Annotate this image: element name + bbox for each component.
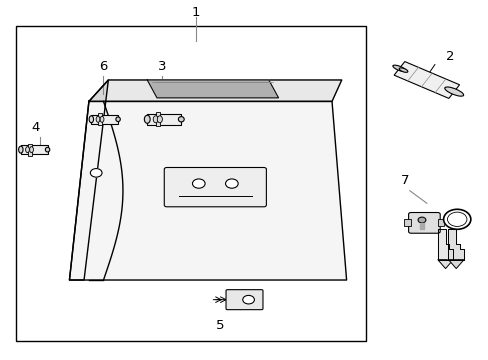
Ellipse shape	[392, 65, 405, 72]
Polygon shape	[69, 80, 108, 280]
Bar	[403, 219, 410, 226]
Bar	[437, 219, 443, 226]
Polygon shape	[89, 80, 341, 102]
Bar	[156, 112, 160, 126]
Text: 7: 7	[400, 174, 408, 187]
Bar	[16, 26, 366, 341]
Polygon shape	[437, 260, 452, 269]
Circle shape	[192, 179, 204, 188]
Ellipse shape	[30, 147, 33, 153]
Circle shape	[225, 179, 238, 188]
Ellipse shape	[100, 116, 104, 122]
Ellipse shape	[398, 68, 407, 72]
Ellipse shape	[144, 115, 150, 123]
Ellipse shape	[153, 116, 158, 123]
Ellipse shape	[19, 146, 23, 153]
Polygon shape	[447, 229, 463, 260]
Ellipse shape	[25, 147, 29, 153]
Polygon shape	[147, 80, 278, 98]
Bar	[21, 145, 47, 154]
Text: 6: 6	[99, 60, 107, 73]
Polygon shape	[437, 229, 452, 260]
Polygon shape	[419, 223, 423, 229]
Circle shape	[242, 296, 254, 304]
Circle shape	[447, 212, 466, 226]
Ellipse shape	[444, 87, 463, 96]
Circle shape	[417, 217, 425, 223]
Polygon shape	[69, 102, 346, 280]
Ellipse shape	[116, 117, 120, 122]
Bar	[91, 114, 118, 124]
Ellipse shape	[89, 116, 93, 123]
Circle shape	[90, 168, 102, 177]
Ellipse shape	[157, 116, 162, 123]
Text: 2: 2	[446, 50, 454, 63]
Bar	[98, 113, 102, 125]
Text: 4: 4	[31, 121, 40, 134]
Ellipse shape	[96, 116, 100, 122]
Text: 3: 3	[157, 60, 166, 73]
Text: 1: 1	[191, 6, 200, 19]
Bar	[27, 144, 31, 156]
Ellipse shape	[45, 147, 50, 152]
FancyBboxPatch shape	[225, 290, 263, 310]
Polygon shape	[393, 62, 459, 98]
Polygon shape	[447, 260, 463, 269]
Text: 5: 5	[216, 319, 224, 332]
Bar	[147, 114, 181, 125]
Circle shape	[443, 209, 470, 229]
Ellipse shape	[178, 117, 184, 122]
FancyBboxPatch shape	[164, 167, 266, 207]
FancyBboxPatch shape	[408, 212, 439, 233]
